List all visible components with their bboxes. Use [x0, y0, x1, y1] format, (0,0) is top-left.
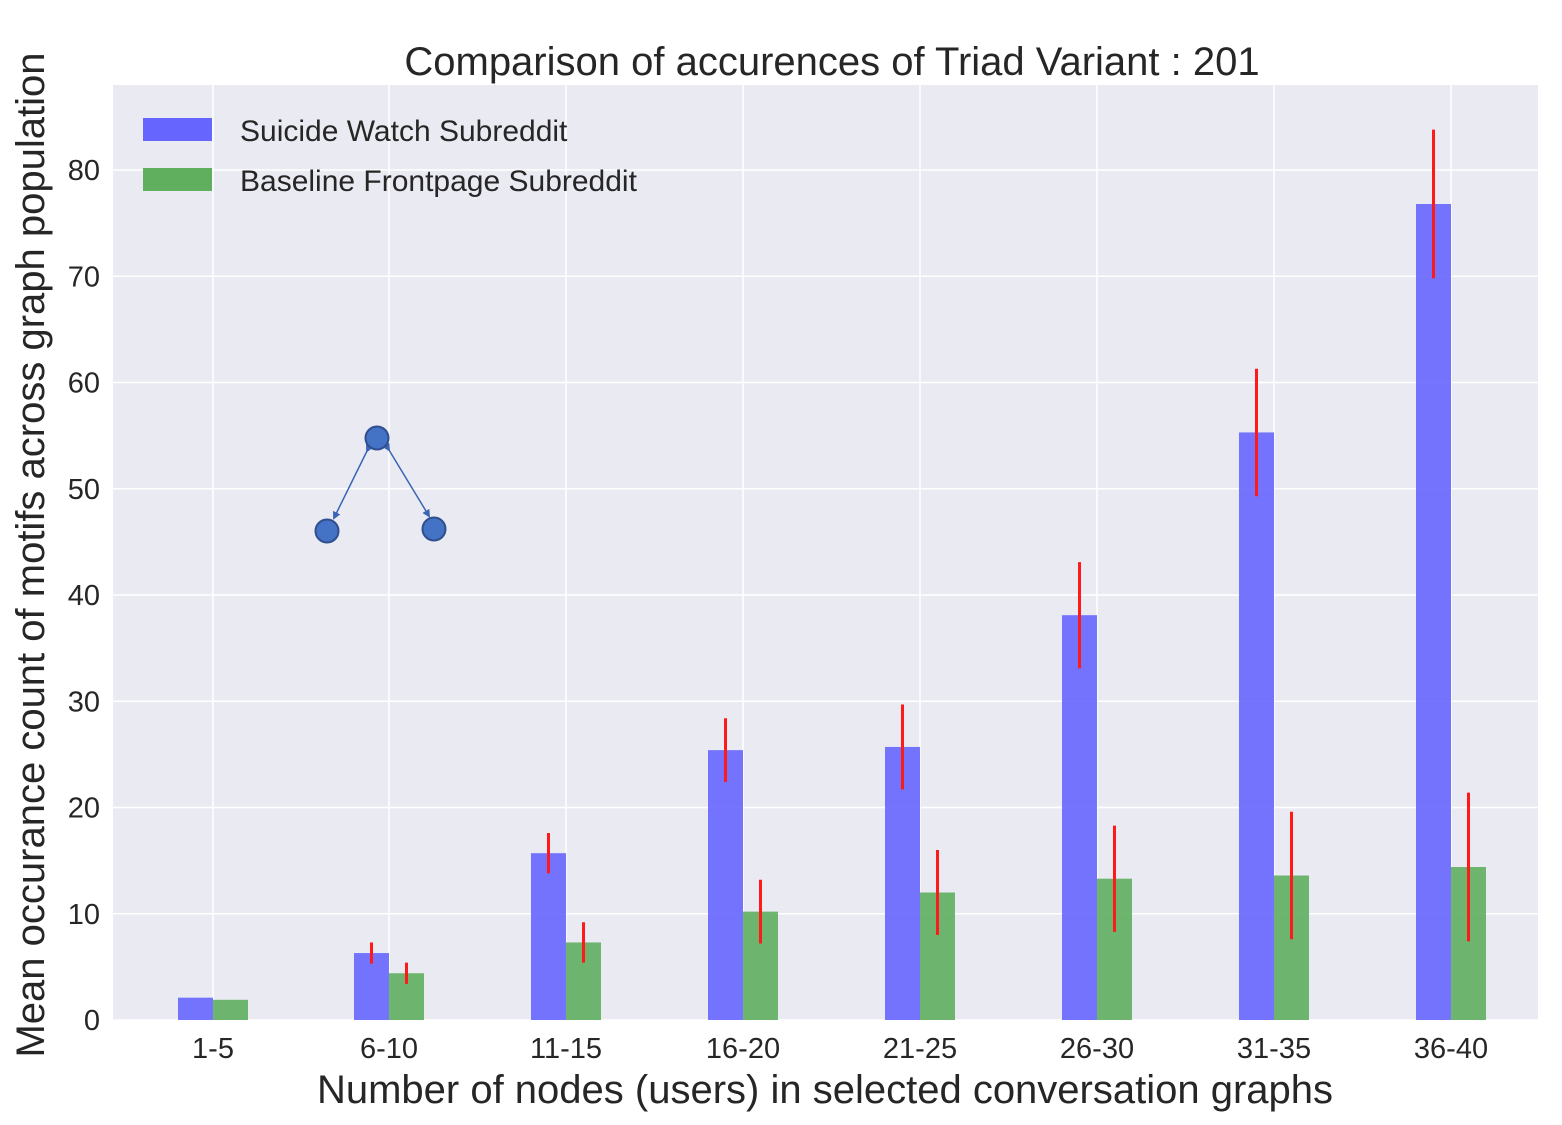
bar-series0-11-15 — [531, 853, 566, 1020]
bars — [178, 204, 1486, 1020]
legend-swatch-suicide-watch — [143, 118, 212, 141]
y-tick-label-60: 60 — [68, 368, 100, 400]
bar-series0-6-10 — [354, 953, 389, 1020]
motif-edge-right — [382, 442, 431, 518]
triad-motif-201-diagram — [314, 425, 447, 544]
tick-labels: 0 10 20 30 40 50 60 70 80 1-5 6-10 11-15 16-20 21-25 2… — [68, 155, 1488, 1065]
x-tick-label-36-40: 36-40 — [1414, 1033, 1488, 1065]
bar-series0-31-35 — [1239, 432, 1274, 1020]
motif-edge-left — [333, 443, 374, 520]
motif-node-right — [421, 516, 447, 542]
motif-node-left — [314, 518, 340, 544]
y-tick-label-80: 80 — [68, 155, 100, 187]
legend-label-suicide-watch: Suicide Watch Subreddit — [240, 115, 568, 148]
y-tick-label-40: 40 — [68, 580, 100, 612]
x-tick-label-21-25: 21-25 — [883, 1033, 957, 1065]
y-tick-label-10: 10 — [68, 899, 100, 931]
legend: Suicide Watch Subreddit Baseline Frontpa… — [143, 115, 638, 198]
y-tick-label-0: 0 — [84, 1005, 100, 1037]
bar-series0-36-40 — [1416, 204, 1451, 1020]
x-tick-label-11-15: 11-15 — [530, 1033, 602, 1065]
x-tick-label-16-20: 16-20 — [706, 1033, 780, 1065]
bar-series0-21-25 — [885, 746, 920, 1020]
y-tick-label-70: 70 — [68, 261, 100, 293]
x-tick-label-31-35: 31-35 — [1237, 1033, 1311, 1065]
gridlines — [113, 85, 1538, 1021]
y-axis-label: Mean occurance count of motifs across gr… — [9, 52, 53, 1057]
x-tick-label-26-30: 26-30 — [1060, 1033, 1134, 1065]
bar-series0-26-30 — [1062, 615, 1097, 1020]
bar-series0-1-5 — [178, 997, 213, 1020]
bar-series1-1-5 — [213, 999, 248, 1020]
legend-label-baseline-frontpage: Baseline Frontpage Subreddit — [240, 165, 638, 198]
y-tick-label-30: 30 — [68, 686, 100, 718]
y-tick-label-20: 20 — [68, 793, 100, 825]
x-tick-label-6-10: 6-10 — [360, 1033, 418, 1065]
legend-swatch-baseline-frontpage — [143, 168, 212, 191]
plot-area — [113, 85, 1538, 1020]
chart-title: Comparison of accurences of Triad Varian… — [404, 40, 1259, 84]
x-tick-label-1-5: 1-5 — [192, 1033, 234, 1065]
x-axis-label: Number of nodes (users) in selected conv… — [317, 1068, 1333, 1112]
bar-series0-16-20 — [708, 750, 743, 1020]
y-tick-label-50: 50 — [68, 474, 100, 506]
error-bars — [370, 129, 1470, 984]
motif-node-top — [364, 425, 390, 451]
